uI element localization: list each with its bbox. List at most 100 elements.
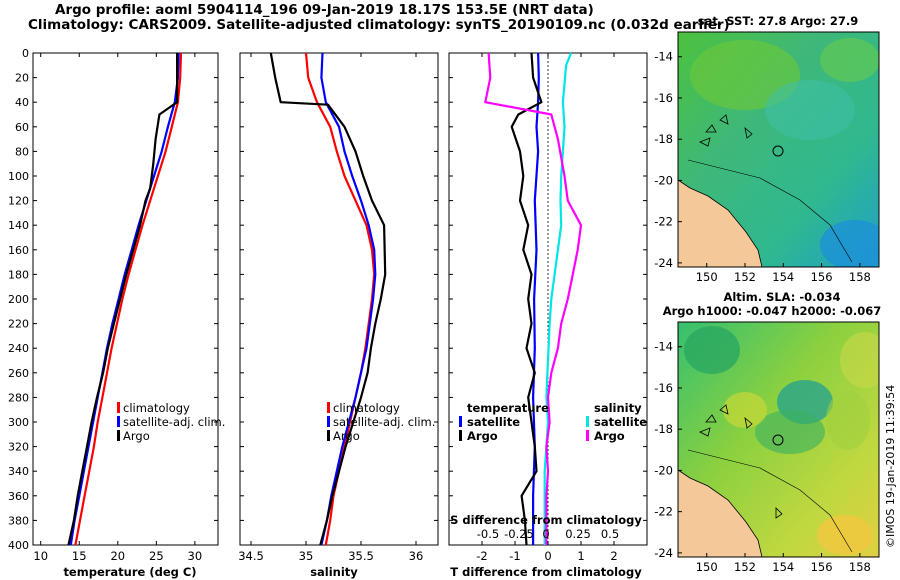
lat-tick-label: -22: [654, 215, 673, 229]
lat-tick-label: -18: [654, 422, 673, 436]
depth-tick-label: 200: [8, 293, 29, 306]
s-difference-tick-label: 0.25: [565, 527, 591, 541]
depth-tick-label: 300: [8, 416, 29, 429]
s-difference-tick-label: 0.5: [601, 527, 619, 541]
temperature-x-label: temperature (deg C): [63, 565, 196, 579]
depth-tick-label: 360: [8, 490, 29, 503]
series-line-temperature-argo: [510, 52, 543, 546]
temperature-panel: [32, 52, 219, 546]
salinity-x-label: salinity: [310, 565, 358, 579]
lat-tick-label: -16: [654, 91, 673, 105]
land-mass: [678, 469, 763, 557]
reef-outlines: [699, 404, 783, 519]
x-tick-label: 35.5: [348, 549, 374, 563]
difference-x-axis: -2 -1 0 1 2: [476, 53, 618, 563]
reef-outlines: [699, 114, 753, 147]
series-line-argo: [269, 52, 387, 546]
difference-legend: temperature satellite Argo salinity sate…: [459, 401, 647, 443]
depth-tick-label: 400: [8, 539, 29, 552]
lon-tick-label: 150: [696, 560, 718, 574]
s-difference-tick-label: -0.5: [477, 527, 499, 541]
depth-tick-label: 40: [15, 96, 29, 109]
series-line-satellite-adj-clim-: [69, 52, 180, 546]
x-tick-label: 10: [33, 549, 48, 563]
series-line-argo: [67, 53, 179, 546]
temperature-legend: climatology satellite-adj. clim. Argo: [117, 401, 225, 443]
legend-climatology: climatology: [123, 401, 190, 415]
depth-tick-label: 0: [22, 47, 29, 60]
depth-tick-label: 140: [8, 219, 29, 232]
lon-tick-label: 152: [734, 560, 756, 574]
lat-tick-label: -14: [654, 340, 673, 354]
x-tick-label: -1: [509, 549, 520, 563]
legend-satellite-adj: satellite-adj. clim.: [333, 415, 435, 429]
legend-salinity-argo: Argo: [594, 429, 625, 443]
x-tick-label: 20: [110, 549, 125, 563]
x-tick-label: 34.5: [238, 549, 264, 563]
depth-tick-label: 340: [8, 465, 29, 478]
depth-tick-label: 160: [8, 244, 29, 257]
argo-marker: [772, 434, 784, 446]
lon-tick-label: 158: [849, 560, 871, 574]
lon-tick-label: 156: [811, 270, 833, 284]
lat-tick-label: -24: [654, 256, 673, 270]
depth-tick-label: 320: [8, 441, 29, 454]
lon-tick-label: 150: [696, 270, 718, 284]
depth-tick-label: 240: [8, 342, 29, 355]
lat-tick-label: -22: [654, 505, 673, 519]
series-line-climatology: [74, 52, 183, 546]
lat-tick-label: -14: [654, 50, 673, 64]
s-difference-label: S difference from climatology: [450, 513, 642, 527]
legend-argo: Argo: [333, 429, 360, 443]
depth-tick-label: 100: [8, 170, 29, 183]
argo-marker: [772, 145, 784, 157]
sla-map-title: Altim. SLA: -0.034: [723, 290, 840, 304]
series-line-satellite-adj-clim-: [320, 52, 377, 546]
x-tick-label: 15: [72, 549, 87, 563]
sla-map-axes: 150 152 154 156 158 -14 -16 -18 -20 -22 -24: [654, 340, 871, 574]
temperature-series: [67, 52, 183, 546]
shelf-contour: [687, 449, 853, 553]
depth-tick-label: 260: [8, 367, 29, 380]
salinity-y-ticks: [240, 52, 438, 546]
legend-salinity-satellite: satellite: [594, 415, 647, 429]
lon-tick-label: 152: [734, 270, 756, 284]
sst-map-axes: 150 152 154 156 158 -14 -16 -18 -20 -22 -24: [654, 50, 871, 284]
salinity-x-axis: 34.5 35 35.5 36: [238, 53, 423, 563]
depth-axis: 0 20 40 60 80 100 120 140 160 180 200 220 240 260 280 3…: [8, 47, 218, 552]
depth-tick-label: 380: [8, 514, 29, 527]
depth-tick-label: 180: [8, 268, 29, 281]
depth-tick-label: 60: [15, 121, 29, 134]
sst-map-frame: [677, 31, 880, 268]
shelf-contour: [687, 159, 853, 263]
legend-satellite-adj: satellite-adj. clim.: [123, 415, 225, 429]
x-tick-label: -2: [476, 549, 487, 563]
lat-tick-label: -16: [654, 381, 673, 395]
t-difference-label: T difference from climatology: [450, 565, 642, 579]
salinity-series: [269, 52, 387, 546]
depth-tick-label: 120: [8, 195, 29, 208]
depth-tick-label: 20: [15, 72, 29, 85]
lat-tick-label: -20: [654, 463, 673, 477]
lat-tick-label: -24: [654, 546, 673, 560]
depth-tick-label: 280: [8, 391, 29, 404]
x-tick-label: 0: [544, 549, 551, 563]
legend-temperature-title: temperature: [467, 401, 549, 415]
s-difference-tick-label: 0: [542, 527, 549, 541]
sla-map-subtitle: Argo h1000: -0.047 h2000: -0.067: [663, 304, 882, 318]
lat-tick-label: -18: [654, 132, 673, 146]
legend-temperature-argo: Argo: [467, 429, 498, 443]
figure-title-line1: Argo profile: aoml 5904114_196 09-Jan-20…: [55, 2, 594, 18]
sst-map: [678, 32, 879, 267]
sla-map: [678, 322, 879, 557]
lon-tick-label: 156: [811, 560, 833, 574]
sst-map-title: sat. SST: 27.8 Argo: 27.9: [698, 14, 858, 28]
x-tick-label: 30: [188, 549, 203, 563]
figure-title-line2: Climatology: CARS2009. Satellite-adjuste…: [28, 17, 730, 33]
sla-map-frame: [677, 321, 880, 558]
series-line-salinity-argo: [484, 52, 583, 545]
depth-tick-label: 80: [15, 145, 29, 158]
land-mass: [678, 179, 763, 267]
lat-tick-label: -20: [654, 173, 673, 187]
